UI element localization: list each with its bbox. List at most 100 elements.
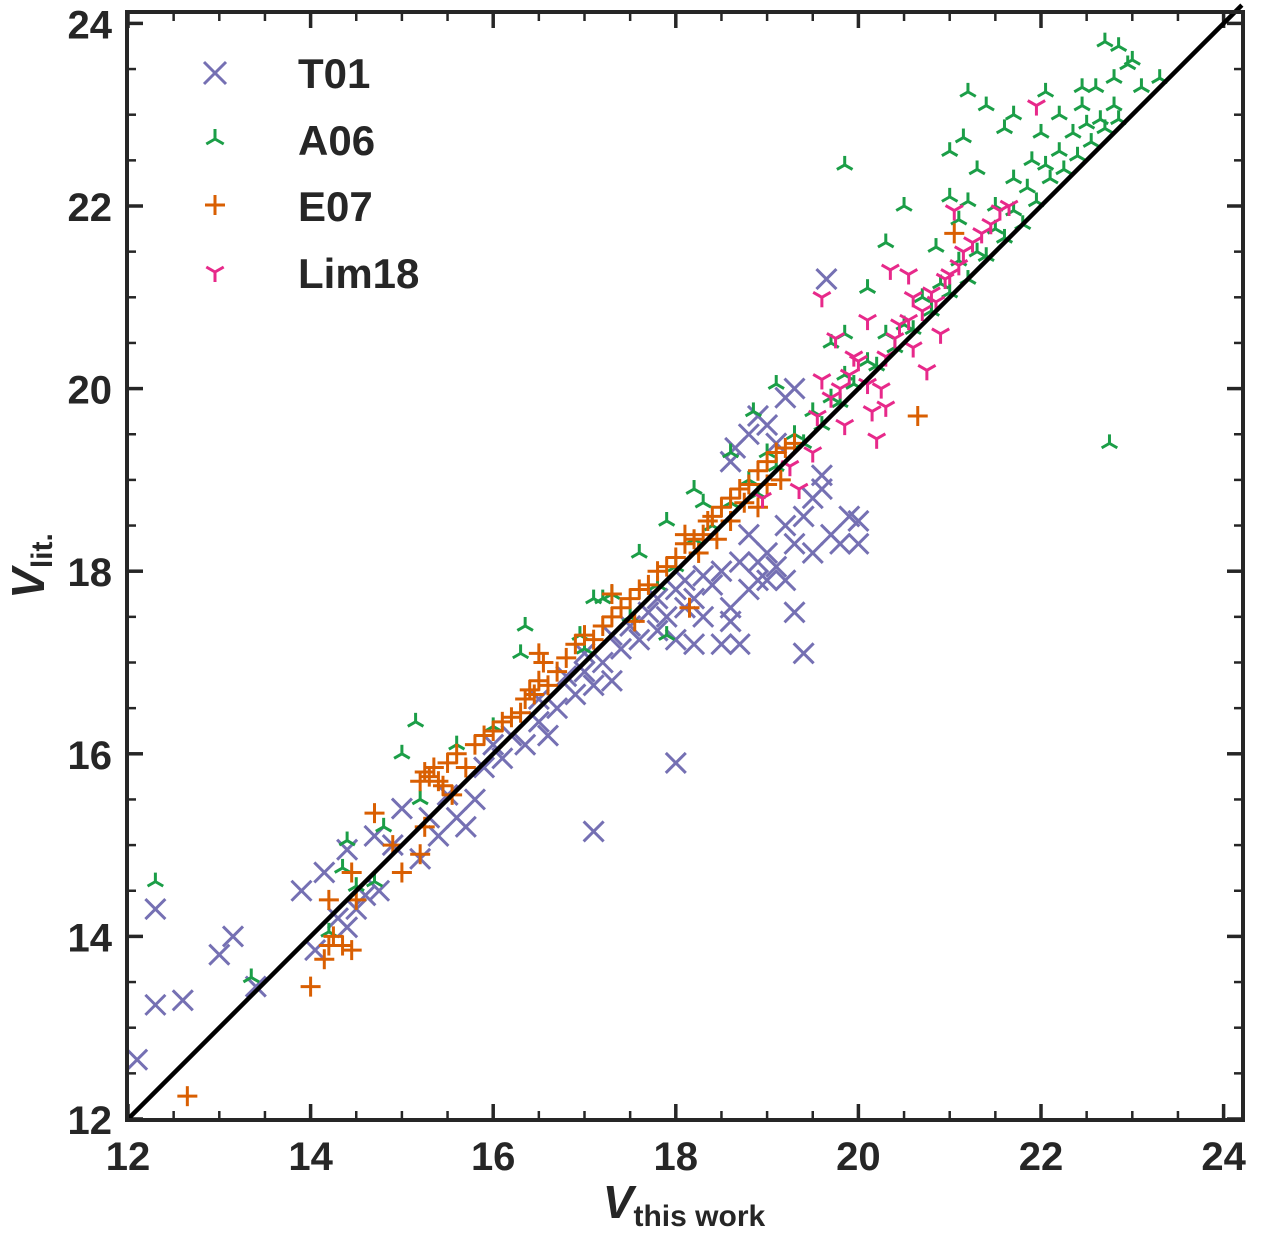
series-t01 [126,267,870,1071]
legend-marker-tri-up-icon [205,265,225,282]
data-point [300,976,321,997]
series-a06 [146,32,1169,984]
data-points [126,32,1169,1107]
data-point [913,288,931,304]
data-point [171,989,194,1012]
one-to-one-line [126,3,1244,1121]
data-point [744,402,762,418]
data-point [710,560,733,583]
data-point [685,480,703,495]
data-point [722,443,740,459]
legend-entry-e07: E07 [205,183,373,230]
data-point [630,543,648,559]
y-axis-label: Vlit. [2,533,59,599]
legend-marker [205,265,225,282]
data-point [1064,123,1082,139]
data-point [774,514,797,537]
data-point [455,757,476,778]
data-point [871,382,891,399]
data-point [528,643,549,664]
data-point [895,197,913,212]
data-point [414,762,435,783]
x-tick-label: 14 [288,1135,333,1179]
data-point [290,879,313,902]
data-point [482,733,505,756]
data-point [1100,434,1119,450]
data-point [728,551,751,574]
data-point [375,817,393,833]
legend-marker [205,129,225,146]
data-point [364,803,385,824]
data-point [766,442,787,463]
data-point [144,897,167,921]
data-point [336,838,359,861]
data-point [944,204,964,221]
data-point [512,644,530,660]
data-point [729,479,750,500]
data-point [432,775,453,796]
data-point [826,332,846,349]
data-point [583,629,604,650]
series-e07 [177,223,965,1107]
data-point [981,217,1001,235]
data-point [582,820,605,843]
data-point [411,790,429,806]
legend-marker [202,60,228,86]
legend-label: Lim18 [298,250,419,297]
data-point [1026,99,1046,116]
data-point [419,766,440,787]
data-point [803,446,823,463]
data-point [720,488,741,509]
data-point [835,418,855,436]
data-point [783,377,806,400]
data-point [789,482,809,500]
data-point [1123,50,1141,66]
data-point [601,584,622,605]
data-point [410,771,431,792]
data-point [177,1086,198,1107]
data-point [711,497,732,518]
data-point [756,414,779,437]
data-point [611,597,632,618]
data-point [565,634,586,655]
data-point [341,940,362,961]
data-point [940,268,960,285]
data-point [792,642,815,665]
data-point [1050,105,1068,121]
data-point [510,702,531,723]
data-point [646,587,669,610]
data-point [1096,119,1114,135]
data-point [1018,178,1036,194]
data-point [473,756,496,779]
data-point [454,815,477,838]
data-point [527,687,550,711]
data-point [810,464,833,487]
data-point [829,532,852,555]
data-point [647,561,668,582]
data-point [1110,37,1128,53]
data-point [954,128,972,144]
y-tick-label: 18 [68,551,113,595]
legend-entry-lim18: Lim18 [205,250,419,297]
data-point [907,405,928,426]
data-point [427,824,450,848]
data-point [959,82,977,98]
data-point [437,752,458,773]
data-point [341,862,362,883]
data-point [564,683,587,706]
data-point [673,569,696,592]
data-point [815,267,838,291]
y-tick-label: 14 [68,916,113,960]
data-point [304,939,327,962]
y-axis-label-main: V [2,565,54,599]
x-tick-label: 24 [1201,1135,1246,1179]
data-point [977,96,995,112]
data-point [1036,155,1055,171]
data-point [836,155,854,171]
y-axis-label-subscript: lit. [26,533,59,568]
data-point [912,304,932,321]
data-point [501,707,522,728]
data-point [1005,169,1023,185]
y-tick-label: 12 [68,1099,113,1143]
